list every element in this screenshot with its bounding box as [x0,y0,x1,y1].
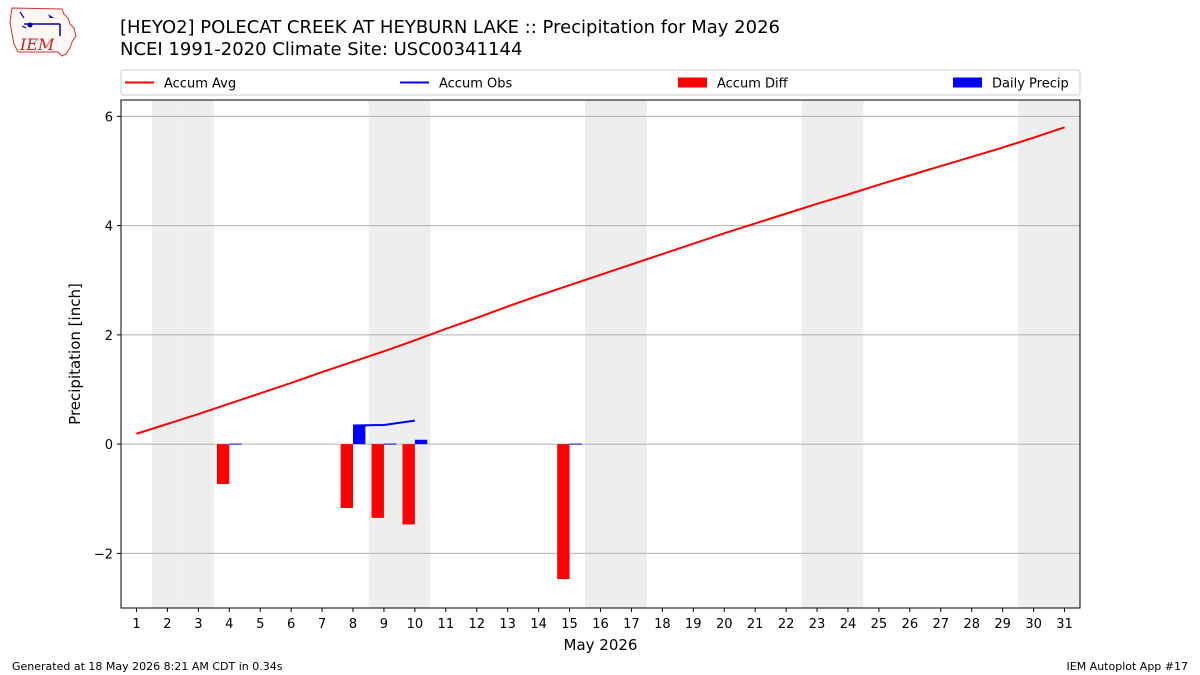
series-line-accum-avg [136,126,1065,435]
x-tick-label: 6 [287,617,295,632]
weekend-band-10 [399,100,431,608]
x-tick-label: 3 [194,617,202,632]
footer-app-text: IEM Autoplot App #17 [1066,660,1189,673]
y-tick-label: 4 [105,220,113,235]
x-tick-label: 5 [256,617,264,632]
legend-box [120,69,1081,96]
x-tick-label: 29 [994,617,1011,632]
x-tick-label: 17 [623,617,640,632]
weekend-band-30 [1018,100,1050,608]
weekend-band-16 [585,100,616,608]
weekend-band-24 [832,100,864,608]
series-line-accum-obs [352,419,416,427]
footer-generated-text: Generated at 18 May 2026 8:21 AM CDT in … [12,660,283,673]
y-axis-label: Precipitation [inch] [66,283,84,425]
accum-diff-bar-8 [340,444,354,509]
x-tick-label: 31 [1056,617,1073,632]
weekend-band-2 [151,100,183,608]
weekend-shading [151,100,1080,608]
x-tick-label: 2 [163,617,171,632]
weekend-band-3 [182,100,214,608]
x-tick-label: 9 [380,617,388,632]
x-tick-label: 18 [654,617,671,632]
legend-label-accum-obs: Accum Obs [439,77,512,92]
daily-precip-bar-8 [353,425,366,445]
legend-label-daily-precip: Daily Precip [992,77,1069,92]
x-tick-label: 27 [933,617,950,632]
legend-swatch-daily-precip [953,77,982,88]
x-tick-label: 28 [963,617,980,632]
bars [216,425,582,580]
accum-diff-bar-4 [216,444,230,485]
weekend-band-23 [801,100,833,608]
daily-precip-bar-10 [414,439,428,445]
x-tick-label: 11 [438,617,455,632]
chart-subtitle: NCEI 1991-2020 Climate Site: USC00341144 [120,39,523,60]
x-tick-label: 25 [871,617,888,632]
x-tick-label: 1 [132,617,140,632]
x-tick-label: 10 [407,617,424,632]
x-tick-label: 13 [499,617,516,632]
x-tick-label: 22 [778,617,795,632]
x-tick-label: 24 [840,617,857,632]
x-tick-label: 30 [1025,617,1042,632]
x-tick-label: 26 [902,617,919,632]
daily-precip-bar-4 [229,443,242,445]
daily-precip-bar-9 [383,443,397,445]
weekend-band-31 [1049,100,1080,608]
legend-label-accum-avg: Accum Avg [164,77,236,92]
weekend-band-17 [615,100,647,608]
iem-logo: IEM [9,7,77,57]
y-tick-label: −2 [94,547,113,562]
y-tick-label: 2 [105,329,113,344]
grid-lines [121,115,1080,554]
legend-label-accum-diff: Accum Diff [717,77,789,92]
accum-diff-bar-15 [557,444,570,580]
x-tick-label: 7 [318,617,326,632]
x-tick-label: 23 [809,617,826,632]
x-tick-label: 20 [716,617,733,632]
x-tick-label: 16 [592,617,609,632]
x-tick-label: 14 [530,617,547,632]
accum-diff-bar-9 [371,444,384,518]
x-tick-label: 19 [685,617,702,632]
x-tick-label: 4 [225,617,233,632]
legend-swatch-accum-diff [678,77,707,88]
x-tick-label: 12 [468,617,485,632]
x-tick-label: 8 [349,617,357,632]
x-axis-label: May 2026 [564,636,638,654]
x-tick-label: 15 [561,617,578,632]
accum-diff-bar-10 [402,444,415,525]
chart-title: [HEYO2] POLECAT CREEK AT HEYBURN LAKE ::… [120,17,780,38]
logo-text: IEM [19,35,55,54]
y-tick-label: 0 [105,438,113,453]
lines [136,126,1065,435]
legend: Accum Avg Accum Obs Accum Diff Daily Precip [120,69,1081,96]
y-tick-label: 6 [105,110,113,125]
daily-precip-bar-15 [569,443,582,445]
x-tick-label: 21 [747,617,764,632]
